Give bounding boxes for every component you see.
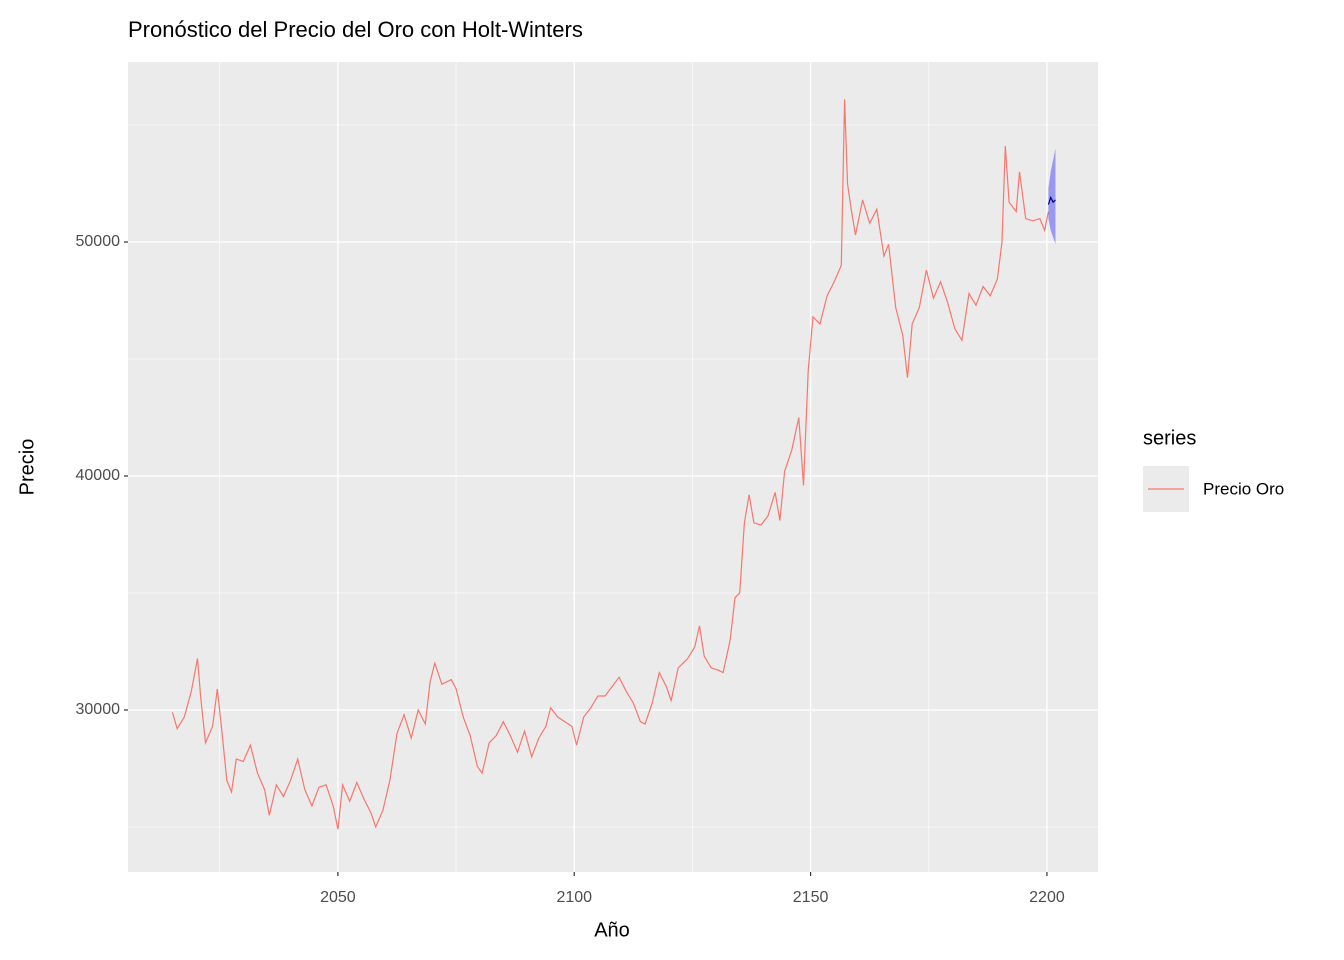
x-tick-label: 2150	[793, 889, 829, 906]
y-axis-title: Precio	[16, 439, 38, 496]
legend-title: series	[1143, 427, 1196, 449]
forecast-band	[1048, 148, 1056, 245]
series-line	[171, 99, 1049, 830]
plot-panel	[128, 62, 1098, 872]
y-tick-label: 30000	[76, 701, 121, 718]
y-tick-label: 40000	[76, 467, 121, 484]
x-tick-label: 2100	[556, 889, 592, 906]
forecast-line	[1047, 195, 1056, 205]
x-axis-title: Año	[594, 919, 630, 941]
chart-title: Pronóstico del Precio del Oro con Holt-W…	[128, 17, 583, 42]
x-tick-label: 2200	[1029, 889, 1065, 906]
x-tick-label: 2050	[320, 889, 356, 906]
legend-label: Precio Oro	[1203, 479, 1284, 498]
y-tick-label: 50000	[76, 233, 121, 250]
